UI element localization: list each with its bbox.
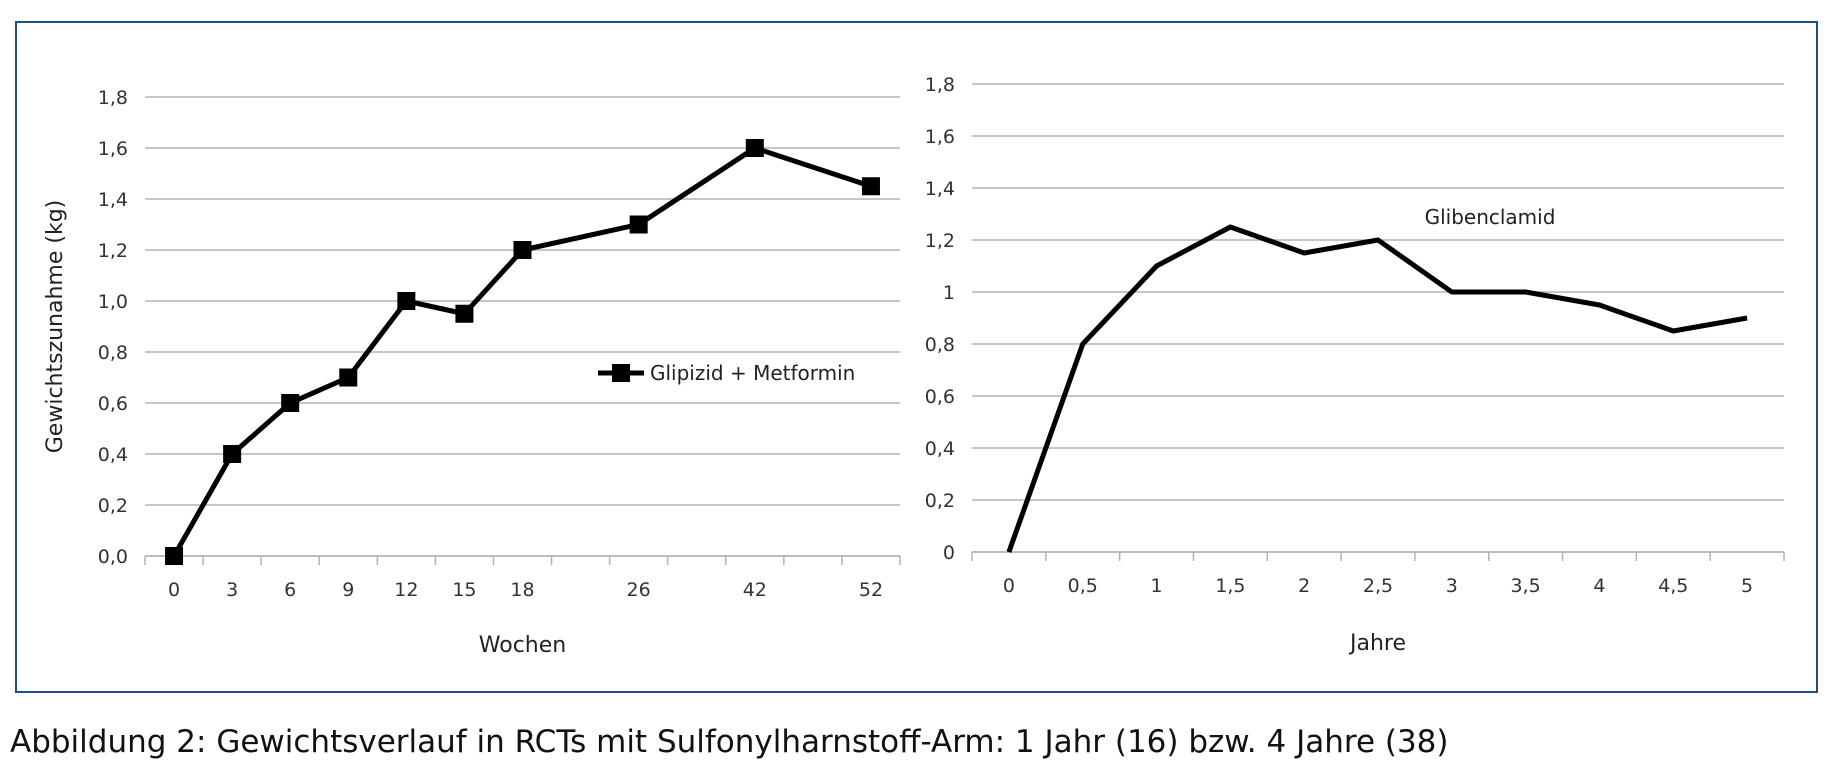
series-line [1006, 224, 1748, 553]
data-point-marker [339, 368, 358, 387]
y-tick-label: 1,8 [925, 74, 955, 96]
y-tick-label: 1,6 [925, 126, 955, 148]
charts-canvas: 0,00,20,40,60,81,01,21,41,61,80 3 6 9 12 15 18… [43, 74, 1785, 658]
y-tick-label: 0,6 [925, 386, 955, 408]
x-axis-label: Wochen [479, 633, 566, 658]
y-tick-label: 0,2 [925, 490, 955, 512]
y-tick-label: 0,0 [98, 546, 128, 568]
x-tick-label: 1 [1150, 575, 1162, 597]
y-tick-label: 1,8 [98, 87, 128, 109]
y-tick-label: 0,8 [98, 342, 128, 364]
y-tick-label: 1,4 [925, 178, 955, 200]
chart-right-glibenclamid: 0 0,2 0,4 0,6 0,8 1 1,2 1,4 1,6 1,8 0 0,5 1 1,5 2 2,5 3 3… [925, 74, 1785, 656]
series-label: Glibenclamid [1425, 205, 1556, 229]
x-tick-label: 9 [342, 579, 354, 601]
y-tick-label: 0,2 [98, 495, 128, 517]
x-tick-label: 2,5 [1363, 575, 1393, 597]
x-tick-label: 0 [168, 579, 180, 601]
x-tick-label: 0 [1003, 575, 1015, 597]
x-tick-label: 52 [859, 579, 883, 601]
x-tick-label: 5 [1741, 575, 1753, 597]
x-tick-label: 6 [284, 579, 296, 601]
data-point-marker [223, 445, 242, 463]
x-tick-label: 12 [394, 579, 418, 601]
y-tick-label: 1,6 [98, 138, 128, 160]
figure-caption: Abbildung 2: Gewichtsverlauf in RCTs mit… [10, 724, 1449, 760]
y-tick-label: 1 [943, 282, 955, 304]
y-tick-label: 0,4 [925, 438, 955, 460]
legend-label: Glipizid + Metformin [650, 361, 855, 385]
data-point-marker [455, 304, 474, 323]
y-axis-label: Gewichtszunahme (kg) [43, 200, 68, 454]
x-tick-label: 1,5 [1215, 575, 1245, 597]
x-axis-label: Jahre [1348, 631, 1406, 656]
x-tick-label: 4 [1593, 575, 1605, 597]
x-tick-label: 18 [510, 579, 534, 601]
chart-left-glipizid: 0,0 0,2 0,4 0,6 0,8 1,0 1,2 1,4 1,6 1,8 0 3 6 9 12 15 18… [43, 87, 901, 658]
x-tick-label: 0,5 [1068, 575, 1098, 597]
data-point-marker [745, 139, 764, 157]
figure-frame [15, 21, 1818, 693]
x-tick-label: 4,5 [1658, 575, 1688, 597]
x-tick-label: 42 [743, 579, 767, 601]
y-tick-label: 1,2 [98, 240, 128, 262]
data-point-marker [281, 394, 300, 412]
series-line [171, 145, 872, 558]
y-tick-label: 0,6 [98, 393, 128, 415]
data-point-marker [513, 241, 532, 259]
x-tick-label: 15 [452, 579, 476, 601]
legend-marker [612, 364, 630, 382]
data-point-marker [861, 177, 880, 196]
x-tick-label: 3 [226, 579, 238, 601]
y-tick-label: 0 [943, 542, 955, 564]
y-tick-label: 1,0 [98, 291, 128, 313]
x-tick-label: 3,5 [1511, 575, 1541, 597]
data-point-marker [629, 215, 648, 234]
y-tick-label: 0,8 [925, 334, 955, 356]
y-tick-label: 0,4 [98, 444, 128, 466]
y-tick-label: 1,4 [98, 189, 128, 211]
data-point-marker [397, 292, 416, 310]
x-tick-label: 2 [1298, 575, 1310, 597]
y-tick-label: 1,2 [925, 230, 955, 252]
x-tick-label: 3 [1446, 575, 1458, 597]
data-point-marker [165, 547, 184, 565]
x-tick-label: 26 [627, 579, 651, 601]
